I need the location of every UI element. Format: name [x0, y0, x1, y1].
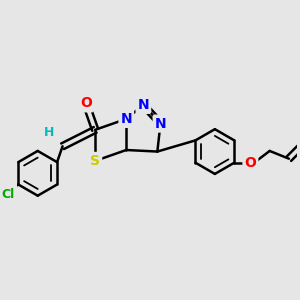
Text: O: O [80, 96, 92, 110]
Text: N: N [138, 98, 149, 112]
Text: O: O [244, 156, 256, 170]
Text: S: S [90, 154, 100, 168]
Text: N: N [155, 117, 166, 130]
Text: H: H [44, 126, 55, 139]
Text: N: N [121, 112, 132, 126]
Text: Cl: Cl [1, 188, 14, 201]
